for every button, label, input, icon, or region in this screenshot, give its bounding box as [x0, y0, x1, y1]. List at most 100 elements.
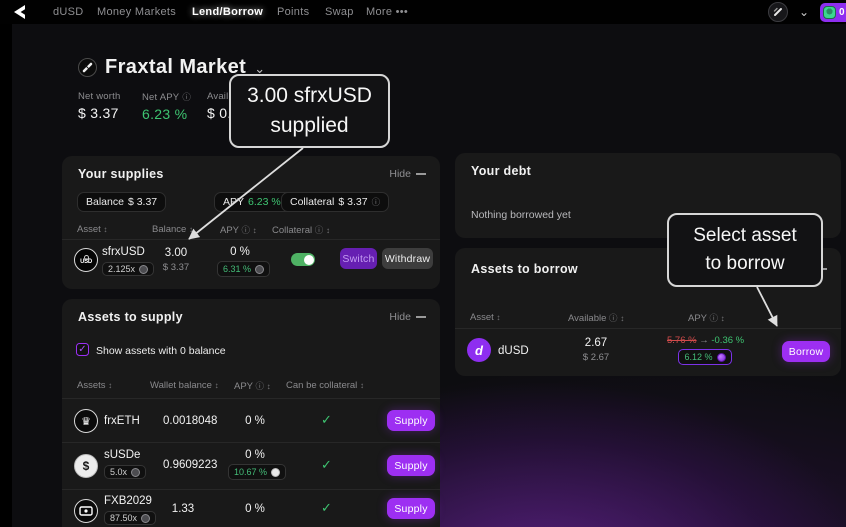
borrow-button[interactable]: Borrow — [782, 341, 830, 362]
col-can-be-collateral[interactable]: Can be collateral ↕ — [286, 380, 364, 391]
col-collateral[interactable]: Collateral ⓘ ↕ — [272, 225, 330, 236]
supply-button[interactable]: Supply — [387, 498, 435, 519]
supplied-tooltip: 3.00 sfrxUSD supplied — [229, 74, 390, 148]
apy-new-value: -0.36 % — [711, 335, 745, 346]
apy-value: 0 % — [245, 415, 265, 427]
balance-summary-pill: Balance $ 3.37 — [77, 192, 167, 212]
stat-value: $ 0. — [207, 105, 232, 121]
col-asset[interactable]: Asset ↕ — [470, 312, 501, 323]
available-usd: $ 2.67 — [582, 352, 610, 363]
left-edge-strip — [0, 0, 12, 527]
apy-old-value: 5.76 % — [667, 335, 697, 346]
collateral-toggle[interactable] — [291, 253, 315, 266]
info-icon[interactable]: ⓘ — [371, 197, 381, 207]
minimize-icon — [416, 173, 426, 175]
col-asset[interactable]: Asset ↕ — [77, 224, 108, 235]
apy-value: 0 % — [245, 503, 265, 515]
withdraw-button[interactable]: Withdraw — [382, 248, 433, 269]
stat-label: Net worth — [78, 91, 121, 102]
check-icon: ✓ — [321, 412, 332, 427]
fraxtal-glyph-icon — [773, 7, 782, 16]
tooltip-line: supplied — [270, 114, 349, 137]
multiplier-badge: 5.0x — [104, 465, 147, 479]
nav-item-money-markets[interactable]: Money Markets — [97, 6, 177, 18]
col-assets[interactable]: Assets ↕ — [77, 380, 113, 391]
divider — [62, 239, 440, 240]
stat-net-worth: Net worth $ 3.37 — [78, 91, 120, 121]
divider — [62, 442, 440, 443]
col-apy[interactable]: APY ⓘ ↕ — [688, 313, 725, 324]
col-balance[interactable]: Balance ↕ — [152, 224, 193, 235]
collateral-summary-pill: Collateral $ 3.37 ⓘ — [281, 192, 390, 212]
susde-token-icon: $ — [74, 454, 98, 478]
hide-supplies-button[interactable]: Hide — [389, 168, 426, 180]
hide-supply-assets-button[interactable]: Hide — [389, 311, 426, 323]
check-icon: ✓ — [321, 457, 332, 472]
frxeth-token-icon: ♛ — [74, 409, 98, 433]
market-logo-icon — [78, 57, 97, 77]
divider — [455, 328, 841, 329]
empty-debt-message: Nothing borrowed yet — [471, 209, 571, 221]
network-icon[interactable] — [768, 2, 788, 22]
wallet-avatar — [823, 6, 836, 19]
divider — [62, 398, 440, 399]
supplied-amount: 3.00 — [164, 247, 188, 259]
switch-button[interactable]: Switch — [340, 248, 377, 269]
nav-item-points[interactable]: Points — [277, 6, 310, 18]
your-supplies-panel: Your supplies Hide Balance $ 3.37 APY 6.23… — [62, 156, 440, 289]
stat-label: Net APY — [142, 91, 180, 103]
supply-button[interactable]: Supply — [387, 455, 435, 476]
top-nav: dUSD Money Markets Lend/Borrow Points Sw… — [0, 0, 846, 24]
market-selector[interactable]: Fraxtal Market ⌄ — [78, 55, 265, 79]
reward-icon — [271, 467, 281, 477]
stat-label: Avail — [207, 91, 229, 102]
reward-icon — [716, 352, 726, 362]
available-amount: 2.67 — [584, 337, 608, 349]
supply-button[interactable]: Supply — [387, 410, 435, 431]
tooltip-line: Select asset — [693, 225, 797, 247]
col-apy[interactable]: APY ⓘ ↕ — [220, 225, 257, 236]
col-apy[interactable]: APY ⓘ ↕ — [234, 381, 271, 392]
minimize-icon — [416, 316, 426, 318]
col-wallet-balance[interactable]: Wallet balance ↕ — [150, 380, 219, 391]
stat-net-apy: Net APY ⓘ 6.23 % — [142, 91, 192, 123]
stat-value: 6.23 % — [142, 106, 188, 122]
nav-item-dusd[interactable]: dUSD — [53, 6, 84, 18]
check-icon: ✓ — [321, 500, 332, 515]
col-available[interactable]: Available ⓘ ↕ — [568, 313, 625, 324]
wallet-button[interactable]: 0 — [820, 3, 846, 22]
tooltip-line: to borrow — [705, 253, 785, 274]
wallet-balance: 0.9609223 — [163, 459, 218, 471]
apy-value: 0 % — [245, 449, 265, 461]
apy-value: 0 % — [230, 246, 250, 258]
sfrxusd-token-icon: USD — [74, 248, 98, 272]
stat-value: $ 3.37 — [78, 105, 119, 121]
zero-balance-checkbox[interactable]: ✓ — [76, 343, 89, 356]
wallet-balance: 0.0018048 — [163, 415, 218, 427]
supplied-usd: $ 3.37 — [162, 262, 190, 273]
asset-name: FXB2029 — [104, 495, 152, 507]
tooltip-line: 3.00 sfrxUSD — [247, 83, 372, 107]
stat-available: Avail $ 0. — [207, 91, 232, 121]
info-icon[interactable]: ⓘ — [182, 92, 192, 102]
apy-change-arrow-icon: → — [699, 335, 709, 346]
asset-name: sfrxUSD — [102, 246, 145, 258]
points-icon — [141, 513, 151, 523]
app-logo-icon[interactable] — [12, 4, 28, 20]
asset-name: dUSD — [498, 345, 529, 357]
market-chevron-down-icon[interactable]: ⌄ — [254, 60, 266, 76]
asset-name: sUSDe — [104, 449, 141, 461]
nav-item-more[interactable]: More ••• — [366, 6, 409, 18]
apy-bonus-badge: 10.67 % — [228, 464, 287, 480]
multiplier-badge: 87.50x — [104, 511, 157, 525]
multiplier-badge: 2.125x — [102, 262, 155, 276]
fxb2029-token-icon — [74, 499, 98, 523]
panel-title: Your supplies — [78, 167, 164, 181]
divider — [62, 489, 440, 490]
chevron-down-icon[interactable]: ⌄ — [799, 5, 810, 19]
nav-item-swap[interactable]: Swap — [325, 6, 354, 18]
nav-item-lend-borrow[interactable]: Lend/Borrow — [192, 6, 264, 18]
checkbox-label: Show assets with 0 balance — [96, 345, 226, 357]
wallet-balance: 1.33 — [171, 503, 195, 515]
